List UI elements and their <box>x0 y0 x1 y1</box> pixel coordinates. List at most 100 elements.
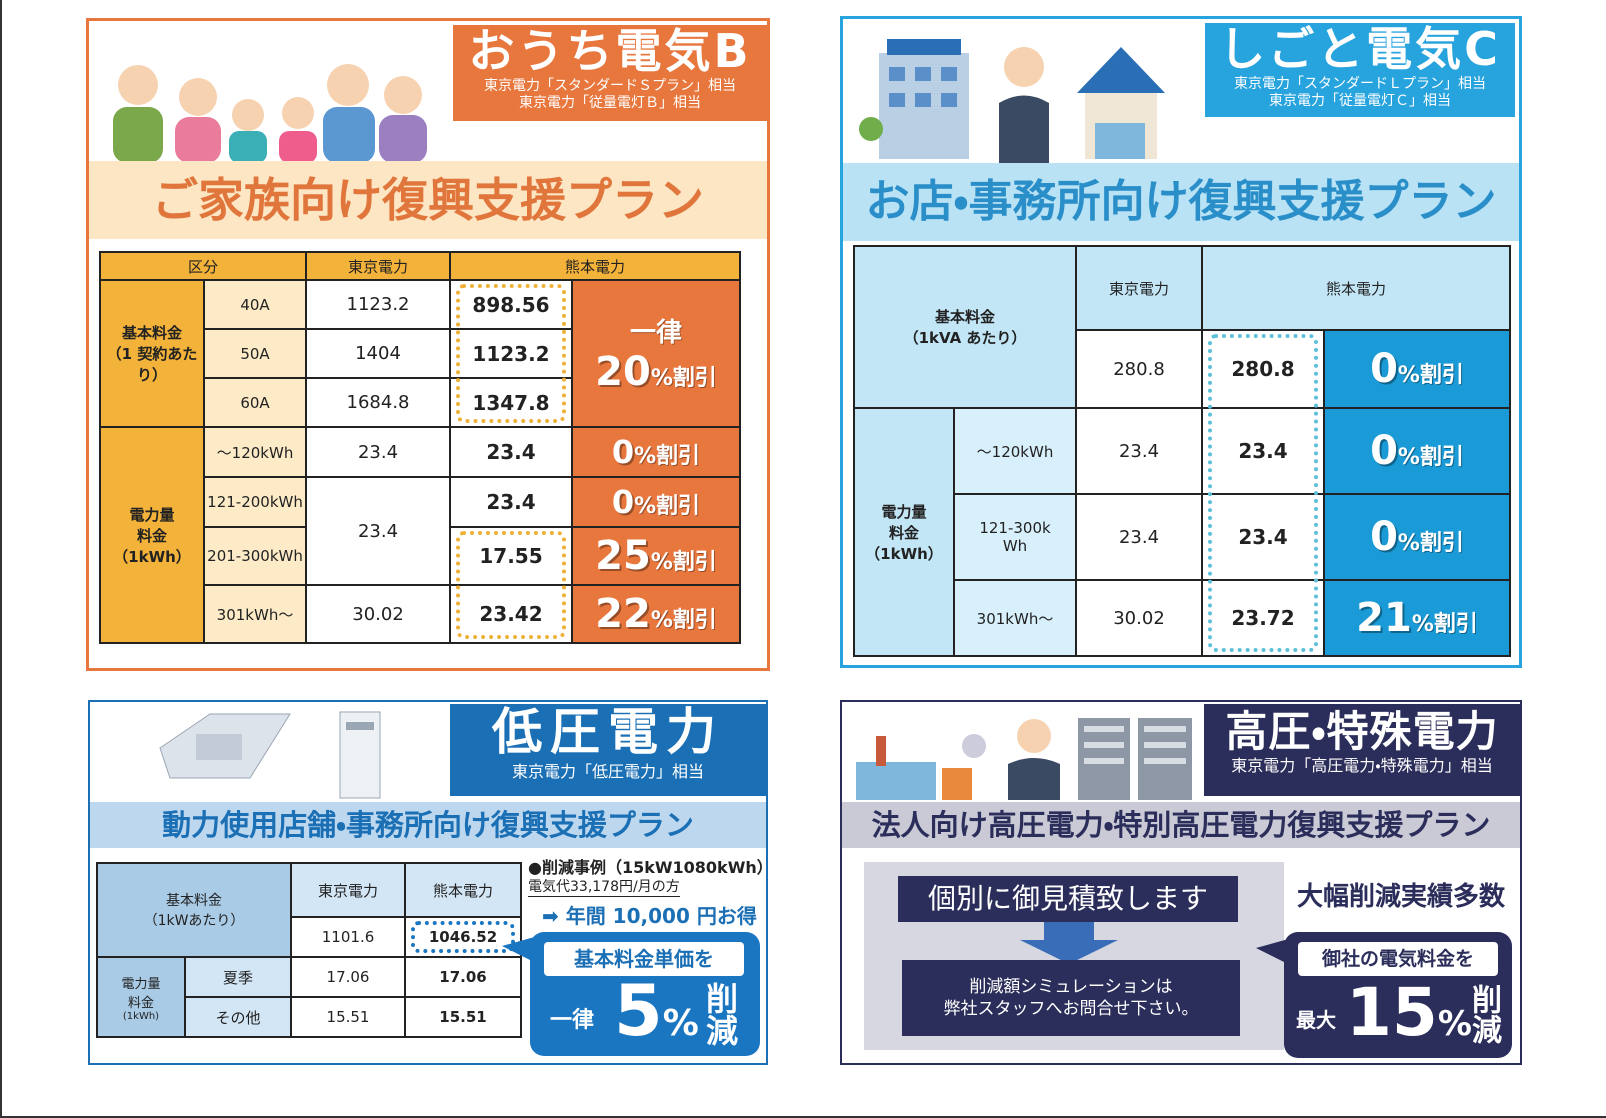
tbody: 基本料金 （1kVA あたり） 東京電力 熊本電力 280.8 280.8 0%割… <box>853 245 1512 657</box>
circle <box>859 117 883 141</box>
text: 23.72 <box>1201 579 1325 657</box>
td: 電力量 料金 （1kWh） <box>853 407 955 657</box>
text: 23.4 <box>1201 407 1325 495</box>
text: 0 <box>1370 346 1398 392</box>
plan-bar: 法人向け高圧電力・特別高圧電力復興支援プラン <box>842 802 1520 848</box>
subtitle: 東京電力「スタンダードＬプラン」相当 <box>1234 75 1486 92</box>
text: 東京電力 <box>290 862 407 918</box>
text: 50A <box>202 328 308 379</box>
text: 201-300kWh <box>202 526 308 586</box>
plan-bar: ご家族向け復興支援プラン <box>89 161 767 239</box>
tr: 電力量 料金 （1kWh） ～120kWh 23.4 23.4 0 %割引 <box>853 407 1512 657</box>
text: %割引 <box>634 444 701 469</box>
text: 23.4 <box>305 426 452 478</box>
text: 1347.8 <box>449 377 574 428</box>
rect <box>113 107 163 163</box>
text: （1kWh） <box>113 547 191 566</box>
tr: 基本料金 （1kWあたり） 東京電力 熊本電力 <box>95 862 523 958</box>
g <box>118 64 422 131</box>
g <box>113 107 427 163</box>
panel-high-voltage: 高圧・特殊電力 東京電力「高圧電力・特殊電力」相当 法人向け高圧電力・特別高圧電… <box>840 700 1522 1065</box>
down-arrow <box>1020 922 1118 964</box>
title-box: おうち電気B 東京電力「スタンダードＳプラン」相当 東京電力「従量電灯Ｂ」相当 <box>453 25 767 121</box>
tr: その他 15.51 15.51 <box>97 996 523 1038</box>
text: 17.55 <box>449 526 574 586</box>
text: （1kWあたり） <box>143 913 245 929</box>
text: 東京電力 <box>305 251 452 281</box>
callout: 基本料金単価を 一律 5% 削減 <box>530 932 760 1056</box>
text: 280.8 <box>1201 329 1325 409</box>
panel-ouchi: おうち電気B 東京電力「スタンダードＳプラン」相当 東京電力「従量電灯Ｂ」相当 … <box>86 18 770 671</box>
text: 1101.6 <box>290 916 407 958</box>
text: （1kWh） <box>865 544 943 563</box>
text: 15 <box>1346 974 1438 1051</box>
tr: 基本料金 （1kVA あたり） 東京電力 熊本電力 <box>853 245 1512 409</box>
path <box>1008 758 1060 800</box>
text: 15.51 <box>290 996 407 1038</box>
text: %割引 <box>650 366 717 391</box>
text: 20 <box>595 349 651 395</box>
text: 1123.2 <box>305 279 452 330</box>
rect <box>942 768 972 800</box>
text: 121-200kWh <box>202 476 308 528</box>
panel-low-voltage: 低圧電力 東京電力「低圧電力」相当 動力使用店舗・事務所向け復興支援プラン 基本… <box>88 700 773 1065</box>
text: 1684.8 <box>305 377 452 428</box>
text: 熊本電力 <box>404 862 523 918</box>
title-box: 低圧電力 東京電力「低圧電力」相当 <box>450 703 766 796</box>
title: 高圧・特殊電力 <box>1225 707 1499 756</box>
text: 料金 <box>127 995 154 1011</box>
contact-box: 削減額シミュレーションは 弊社スタッフへお問合せ下さい。 <box>902 960 1240 1036</box>
callout-pct: 5% <box>614 976 699 1046</box>
text: %割引 <box>1397 363 1464 388</box>
td: 25%割引 <box>571 526 742 586</box>
text: 280.8 <box>1075 329 1203 409</box>
text: 一律 <box>630 318 683 348</box>
text: ～120kWh <box>953 407 1077 495</box>
text: 23.4 <box>449 426 574 478</box>
callout-head: 基本料金単価を <box>544 942 744 976</box>
title: 低圧電力 <box>492 703 724 761</box>
rect <box>229 131 267 163</box>
rect <box>915 93 931 107</box>
subtitle: 東京電力「高圧電力・特殊電力」相当 <box>1231 756 1493 776</box>
tr: 121-300kWh 23.4 23.4 0%割引 <box>854 493 1512 581</box>
rect <box>1095 123 1145 159</box>
text: 0 <box>1370 428 1398 474</box>
td: 電力量 料金 (1kWh) <box>96 956 186 1038</box>
text: （1kVA あたり） <box>903 329 1027 347</box>
text: %割引 <box>1411 612 1478 637</box>
text: 電力量 <box>129 505 175 524</box>
text: %割引 <box>634 494 701 519</box>
tbody: 区分 東京電力 熊本電力 基本料金 （1 契約あたり） 40A 1123.2 89… <box>98 251 742 644</box>
text: 23.4 <box>1201 493 1325 581</box>
rect <box>941 67 957 81</box>
example-saving: ➡ 年間 10,000 円お得 <box>542 904 757 928</box>
text: （1 契約あたり） <box>106 345 198 384</box>
td: 電力量 料金 （1kWh） <box>99 426 205 644</box>
tr: 60A 1684.8 1347.8 <box>100 377 740 428</box>
circle <box>118 65 158 105</box>
text: 熊本電力 <box>1200 245 1512 331</box>
circle <box>384 76 422 114</box>
panel-shigoto: しごと電気C 東京電力「スタンダードＬプラン」相当 東京電力「従量電灯Ｃ」相当 … <box>840 16 1522 668</box>
subtitle: 東京電力「スタンダードＳプラン」相当 <box>484 77 736 94</box>
text: 基本料金 <box>934 308 995 326</box>
text: 23.4 <box>305 476 452 586</box>
text: 基本料金 <box>121 324 182 342</box>
price-table: 基本料金 （1kWあたり） 東京電力 熊本電力 1101.6 1046.52 電力… <box>95 862 523 1038</box>
text: (1kWh) <box>122 1010 160 1022</box>
text: 23.42 <box>449 584 574 644</box>
price-table: 区分 東京電力 熊本電力 基本料金 （1 契約あたり） 40A 1123.2 89… <box>98 251 742 644</box>
text: 17.06 <box>290 956 407 998</box>
text: 301kWh～ <box>202 584 308 644</box>
td: 0%割引 <box>1322 329 1512 409</box>
g <box>1084 726 1186 764</box>
example-title: ●削減事例（15kW1080kWh） <box>528 858 773 877</box>
subtitle: 東京電力「従量電灯Ｃ」相当 <box>1269 92 1451 109</box>
rect <box>876 736 886 766</box>
text: %割引 <box>650 550 717 575</box>
text: その他 <box>183 996 293 1038</box>
